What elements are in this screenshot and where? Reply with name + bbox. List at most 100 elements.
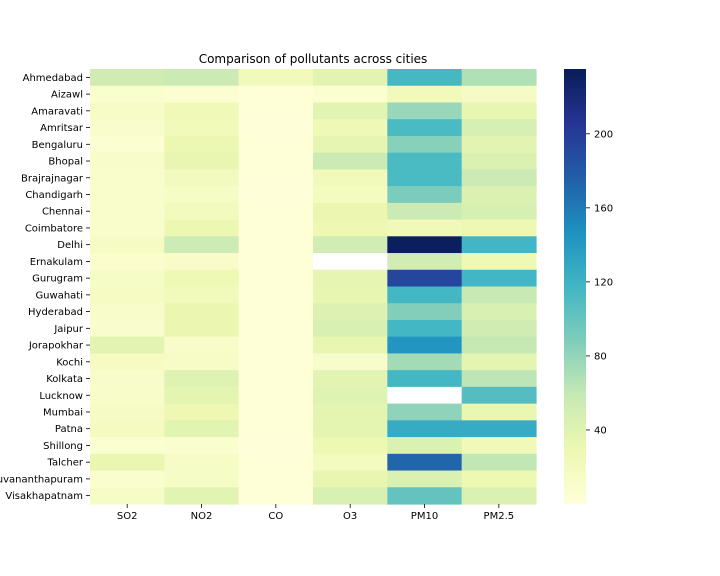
heatmap-cell <box>313 169 388 187</box>
heatmap-cell <box>387 236 463 254</box>
heatmap-cell <box>461 202 537 221</box>
heatmap-cell <box>164 269 240 288</box>
heatmap-cell <box>461 186 537 204</box>
heatmap-cell <box>461 219 537 237</box>
colorbar-gradient <box>564 69 586 504</box>
heatmap-cell <box>461 286 537 304</box>
heatmap-cell <box>387 286 463 304</box>
heatmap-cell <box>387 69 463 87</box>
heatmap-cell <box>90 202 165 221</box>
heatmap-cell <box>164 202 240 221</box>
row-label: Delhi <box>57 240 83 251</box>
heatmap-cell <box>90 319 165 338</box>
heatmap-cell <box>164 236 240 254</box>
heatmap-cell <box>313 152 388 170</box>
heatmap-cell <box>164 186 240 204</box>
heatmap-cell <box>90 253 165 271</box>
heatmap-cell <box>387 202 463 221</box>
column-label: SO2 <box>117 511 138 522</box>
heatmap-cell <box>461 319 537 338</box>
heatmap-cell <box>90 403 165 421</box>
heatmap-cell <box>313 202 388 221</box>
heatmap-cell <box>313 470 388 488</box>
heatmap-cell <box>461 119 537 137</box>
heatmap-cell <box>90 370 165 388</box>
heatmap-cell <box>238 437 314 455</box>
heatmap-cell <box>238 336 314 355</box>
heatmap-cell <box>238 69 314 87</box>
heatmap-cell <box>387 370 463 388</box>
heatmap-cell <box>387 420 463 438</box>
heatmap-cell <box>238 303 314 321</box>
heatmap-cell <box>90 286 165 304</box>
heatmap-cell <box>238 202 314 221</box>
heatmap-cell <box>164 420 240 438</box>
heatmap-cell <box>164 353 240 371</box>
heatmap-cell <box>313 403 388 421</box>
heatmap-cell <box>164 219 240 237</box>
row-label: Shillong <box>43 441 83 452</box>
row-label: Amaravati <box>31 106 83 117</box>
heatmap-cell <box>387 169 463 187</box>
column-label: PM10 <box>411 511 438 522</box>
heatmap-cell <box>90 152 165 170</box>
heatmap-cell <box>387 253 463 271</box>
heatmap-cell <box>387 186 463 204</box>
heatmap-cell <box>387 152 463 170</box>
row-label: Patna <box>55 424 83 435</box>
heatmap-cell <box>238 169 314 187</box>
row-label: Hyderabad <box>28 307 83 318</box>
heatmap-cell <box>90 269 165 288</box>
heatmap-cell <box>313 69 388 87</box>
heatmap-cell <box>387 386 463 405</box>
column-labels: SO2 NO2 CO O3 PM10 PM2.5 <box>117 504 514 522</box>
heatmap-cell <box>90 236 165 254</box>
heatmap-cell <box>387 470 463 488</box>
heatmap-cell <box>313 487 388 505</box>
heatmap-cell <box>387 487 463 505</box>
heatmap-cell <box>90 102 165 120</box>
heatmap-cell <box>387 102 463 120</box>
heatmap-cell <box>90 470 165 488</box>
heatmap-cell <box>238 370 314 388</box>
row-label: Kolkata <box>46 374 83 385</box>
heatmap-cell <box>461 353 537 371</box>
row-label: Bhopal <box>48 157 83 168</box>
heatmap-cell <box>90 453 165 472</box>
heatmap-cell <box>387 336 463 355</box>
heatmap-cell <box>313 353 388 371</box>
heatmap-cell <box>164 336 240 355</box>
heatmap-cell <box>387 135 463 154</box>
heatmap-cell <box>164 453 240 472</box>
heatmap-cell <box>90 437 165 455</box>
heatmap-cell <box>313 386 388 405</box>
heatmap-cell <box>164 386 240 405</box>
colorbar-tick-label: 120 <box>594 277 613 288</box>
column-label: NO2 <box>191 511 213 522</box>
heatmap-cell <box>313 85 388 104</box>
heatmap-cell <box>164 403 240 421</box>
heatmap-cell <box>461 102 537 120</box>
heatmap-cell <box>238 286 314 304</box>
heatmap-cell <box>90 219 165 237</box>
chart-title: Comparison of pollutants across cities <box>199 52 428 66</box>
heatmap-cells <box>90 69 537 505</box>
heatmap-cell <box>164 286 240 304</box>
heatmap-cell <box>90 135 165 154</box>
heatmap-cell <box>313 453 388 472</box>
heatmap-cell <box>313 253 388 271</box>
heatmap-cell <box>164 102 240 120</box>
row-label: Chandigarh <box>25 190 83 201</box>
heatmap-cell <box>90 420 165 438</box>
heatmap-cell <box>164 69 240 87</box>
heatmap-cell <box>461 69 537 87</box>
heatmap-cell <box>238 269 314 288</box>
heatmap-cell <box>164 169 240 187</box>
heatmap-cell <box>164 303 240 321</box>
heatmap-cell <box>461 403 537 421</box>
heatmap-cell <box>238 487 314 505</box>
heatmap-cell <box>164 319 240 338</box>
row-label: Mumbai <box>43 407 83 418</box>
heatmap-cell <box>238 236 314 254</box>
